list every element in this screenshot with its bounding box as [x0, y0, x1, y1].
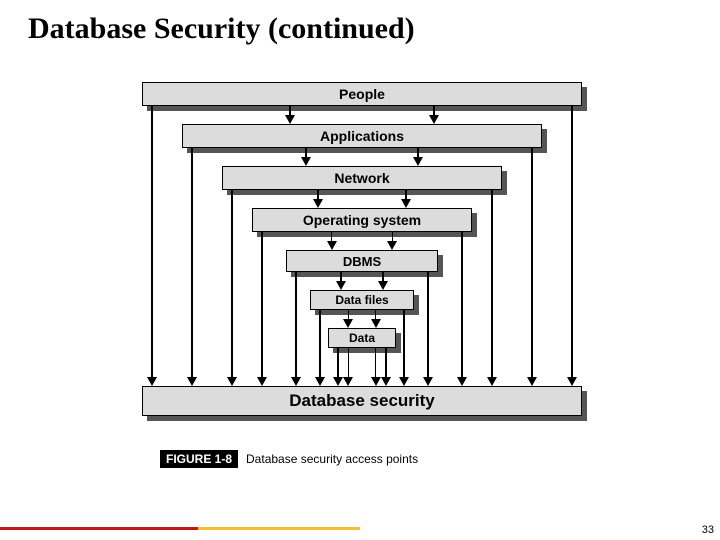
layer-1: Applications	[182, 124, 547, 153]
spine-right-1-head	[527, 377, 537, 386]
bottom-block-label: Database security	[142, 386, 582, 416]
layer-3: Operating system	[252, 208, 477, 237]
short-left-6-head	[343, 377, 353, 386]
accent-bar	[0, 527, 360, 530]
spine-right-1	[531, 148, 533, 378]
spine-left-0-head	[147, 377, 157, 386]
layer-4: DBMS	[286, 250, 443, 277]
short-left-1-head	[301, 157, 311, 166]
spine-left-6	[337, 348, 339, 378]
layer-1-label: Applications	[182, 124, 542, 148]
layer-0: People	[142, 82, 587, 111]
layer-2: Network	[222, 166, 507, 195]
spine-left-4-head	[291, 377, 301, 386]
layer-6-label: Data	[328, 328, 396, 348]
short-right-5-head	[371, 319, 381, 328]
short-left-0-head	[285, 115, 295, 124]
spine-right-0	[571, 106, 573, 378]
short-right-6	[375, 348, 377, 378]
page-title: Database Security (continued)	[28, 12, 415, 46]
spine-left-1	[191, 148, 193, 378]
short-left-2-head	[313, 199, 323, 208]
spine-left-0	[151, 106, 153, 378]
spine-right-3-head	[457, 377, 467, 386]
bottom-block: Database security	[142, 386, 587, 421]
short-left-4-head	[336, 281, 346, 290]
layer-6: Data	[328, 328, 401, 353]
spine-right-2-head	[487, 377, 497, 386]
figure-tag: FIGURE 1-8	[160, 450, 238, 468]
spine-left-4	[295, 272, 297, 378]
layer-2-label: Network	[222, 166, 502, 190]
spine-left-3	[261, 232, 263, 378]
spine-right-6-head	[381, 377, 391, 386]
spine-right-0-head	[567, 377, 577, 386]
spine-right-4-head	[423, 377, 433, 386]
short-right-2-head	[401, 199, 411, 208]
page-number: 33	[702, 524, 714, 536]
spine-right-5-head	[399, 377, 409, 386]
spine-right-5	[403, 310, 405, 378]
short-right-4-head	[378, 281, 388, 290]
spine-left-5-head	[315, 377, 325, 386]
figure-caption-text: Database security access points	[246, 452, 418, 466]
spine-left-5	[319, 310, 321, 378]
short-right-0-head	[429, 115, 439, 124]
spine-left-2-head	[227, 377, 237, 386]
layer-3-label: Operating system	[252, 208, 472, 232]
short-left-6	[348, 348, 350, 378]
layer-0-label: People	[142, 82, 582, 106]
spine-right-4	[427, 272, 429, 378]
spine-left-3-head	[257, 377, 267, 386]
figure-caption: FIGURE 1-8 Database security access poin…	[160, 450, 418, 468]
spine-right-3	[461, 232, 463, 378]
short-right-3-head	[387, 241, 397, 250]
spine-right-2	[491, 190, 493, 378]
layer-5-label: Data files	[310, 290, 414, 310]
short-right-1-head	[413, 157, 423, 166]
spine-left-2	[231, 190, 233, 378]
spine-left-6-head	[333, 377, 343, 386]
diagram: People Applications Network Operating syste…	[140, 82, 585, 467]
short-left-3-head	[327, 241, 337, 250]
short-left-5-head	[343, 319, 353, 328]
spine-left-1-head	[187, 377, 197, 386]
spine-right-6	[385, 348, 387, 378]
short-right-6-head	[371, 377, 381, 386]
layer-4-label: DBMS	[286, 250, 438, 272]
